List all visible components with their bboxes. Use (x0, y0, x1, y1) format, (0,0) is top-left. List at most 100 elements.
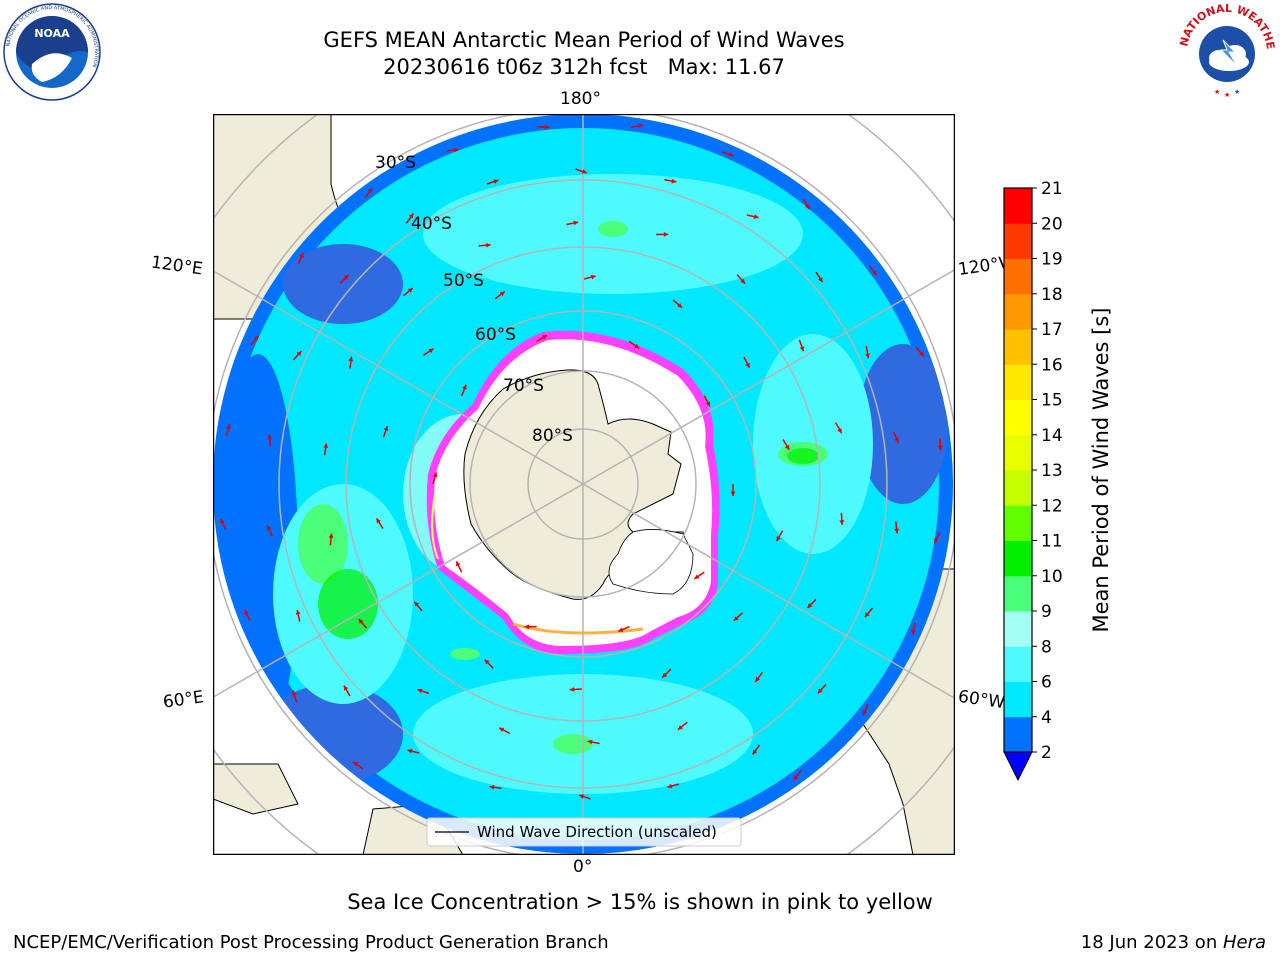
arrow-head-icon (753, 214, 759, 219)
colorbar-label: Mean Period of Wind Waves [s] (1089, 308, 1113, 633)
arrow-head-icon (544, 124, 550, 130)
colorbar-segment (1004, 470, 1032, 506)
colorbar-tick-label: 12 (1041, 496, 1063, 516)
colorbar-tick-label: 8 (1041, 637, 1052, 657)
arrow-head-icon (839, 520, 845, 525)
arrow-head-icon (417, 688, 423, 694)
arrow-head-icon (663, 232, 669, 237)
arrow-head-icon (677, 725, 683, 730)
colorbar-tick-label: 2 (1041, 743, 1052, 763)
map-border (213, 114, 955, 855)
colorbar-tick-label: 20 (1041, 214, 1063, 234)
arrow-head-icon (755, 676, 760, 682)
arrow-head-icon (730, 491, 736, 496)
arrow-head-icon (383, 425, 389, 431)
colorbar-tick-label: 9 (1041, 602, 1052, 622)
footer-machine: Hera (1222, 932, 1266, 953)
arrow-head-icon (911, 629, 916, 635)
colorbar-segment (1004, 329, 1032, 365)
colorbar-segment (1004, 399, 1032, 436)
arrow-head-icon (292, 690, 297, 696)
map-legend: Wind Wave Direction (unscaled) (426, 817, 742, 847)
colorbar-tick-label: 16 (1041, 355, 1063, 375)
colorbar-tick-label: 4 (1041, 708, 1052, 728)
arrow-head-icon (493, 179, 499, 184)
arrow-head-icon (894, 528, 899, 534)
colorbar-segment (1004, 505, 1032, 541)
madagascar-landmass (213, 763, 299, 815)
noaa-logo: NOAA NATIONAL OCEANIC AND ATMOSPHERIC AD… (3, 3, 101, 101)
arrow-head-icon (799, 346, 805, 352)
arrow-head-icon (919, 351, 925, 357)
arrow-head-icon (807, 603, 813, 608)
arrow-head-icon (489, 784, 495, 790)
wind-wave-arrows (219, 123, 943, 800)
arrow-head-icon (462, 384, 467, 390)
colorbar-segment (1004, 540, 1032, 577)
arrow-head-icon (733, 616, 739, 621)
arrow-head-icon (407, 288, 413, 293)
legend-label: Wind Wave Direction (unscaled) (477, 823, 717, 841)
arrow-head-icon (677, 303, 683, 308)
arrow-head-icon (428, 348, 434, 354)
colorbar-segment (1004, 293, 1032, 330)
arrow-head-icon (367, 188, 373, 194)
colorbar-tick-label: 18 (1041, 285, 1063, 305)
arrow-head-icon (872, 270, 877, 276)
colorbar-segment (1004, 681, 1032, 718)
arrow-head-icon (590, 274, 596, 280)
lat-label-50s: 50°S (443, 271, 484, 291)
lat-label-80s: 80°S (532, 426, 573, 446)
colorbar-tick-label: 17 (1041, 320, 1063, 340)
arrow-head-icon (793, 774, 799, 780)
arrow-head-icon (499, 727, 505, 733)
arrow-head-icon (728, 152, 734, 157)
lon-label-180: 180° (560, 89, 601, 109)
arrow-head-icon (323, 443, 329, 449)
high-period-patch (318, 569, 378, 639)
arrow-head-icon (343, 685, 349, 691)
arrow-head-icon (353, 761, 359, 767)
sea-ice-yellow-band (431, 493, 439, 560)
footer-date-text: 18 Jun 2023 on (1080, 932, 1223, 953)
arrow-head-icon (266, 525, 272, 531)
lat-label-70s: 70°S (503, 376, 544, 396)
high-period-patch (450, 648, 480, 660)
arrow-head-icon (634, 343, 640, 349)
arrow-head-icon (220, 518, 225, 524)
arrow-head-icon (579, 794, 585, 799)
arrow-head-icon (484, 659, 490, 665)
arrow-head-icon (638, 123, 644, 129)
arrow-head-icon (865, 353, 870, 359)
arrow-head-icon (456, 561, 461, 567)
arrow-head-icon (667, 783, 673, 789)
arrow-head-icon (618, 627, 624, 632)
arrow-head-icon (299, 252, 304, 258)
star-icon: ★ (1224, 91, 1230, 99)
polar-map: 30°S 40°S 50°S 60°S 70°S 80°S Wind Wave … (213, 114, 955, 855)
arrow-head-icon (542, 335, 547, 340)
arrow-head-icon (453, 147, 459, 153)
colorbar-tick-label: 14 (1041, 426, 1063, 446)
ross-ice-shelf (608, 529, 694, 595)
footer-date: 18 Jun 2023 on Hera (1081, 932, 1266, 953)
nws-logo: NATIONAL WEATHER SERVICE ★ ★ ★ (1177, 2, 1277, 100)
colorbar-segment (1004, 364, 1032, 400)
arrow-head-icon (817, 688, 823, 694)
arrow-head-icon (407, 748, 413, 754)
high-period-patch (298, 504, 348, 584)
star-icon: ★ (1214, 88, 1220, 96)
graticule (213, 114, 955, 855)
arrow-head-icon (745, 362, 750, 368)
colorbar: 2 4 6 8 9 10 11 12 13 14 15 16 17 18 19 20 21 Mean Perio… (1003, 180, 1113, 782)
arrow-head-icon (296, 351, 302, 356)
arrow-head-icon (244, 609, 249, 615)
arrow-head-icon (524, 624, 530, 630)
chart-title: GEFS MEAN Antarctic Mean Period of Wind … (323, 28, 845, 52)
arrow-head-icon (226, 424, 231, 430)
colorbar-under-extension (1003, 751, 1033, 782)
arrow-head-icon (837, 428, 842, 434)
arrow-head-icon (573, 220, 579, 226)
arrow-head-icon (581, 169, 587, 174)
arrow-head-icon (671, 178, 677, 184)
